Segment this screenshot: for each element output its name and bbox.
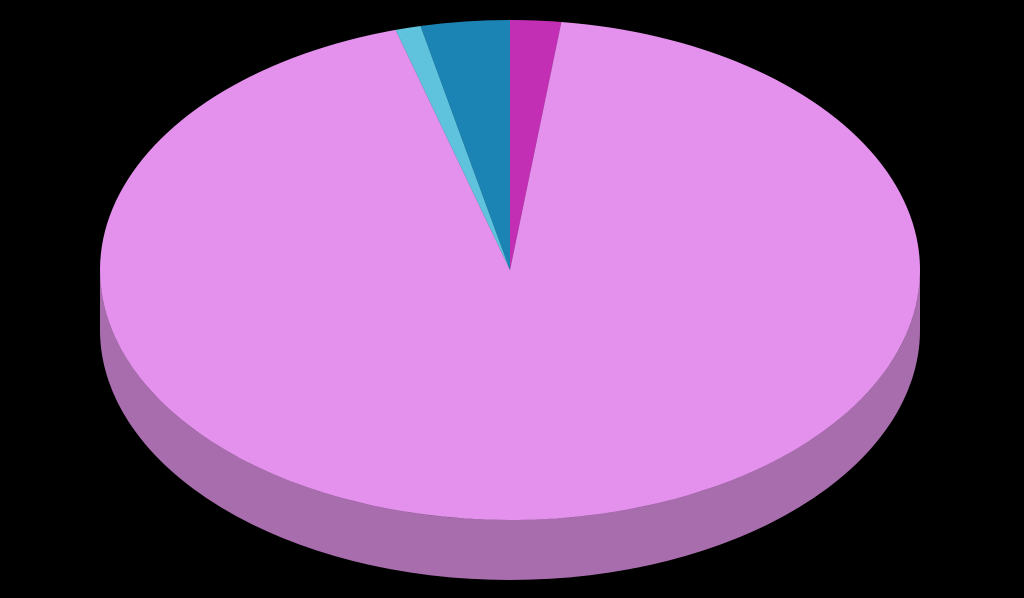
pie-top bbox=[100, 20, 920, 520]
pie-3d-chart bbox=[0, 0, 1024, 598]
chart-container bbox=[0, 0, 1024, 598]
